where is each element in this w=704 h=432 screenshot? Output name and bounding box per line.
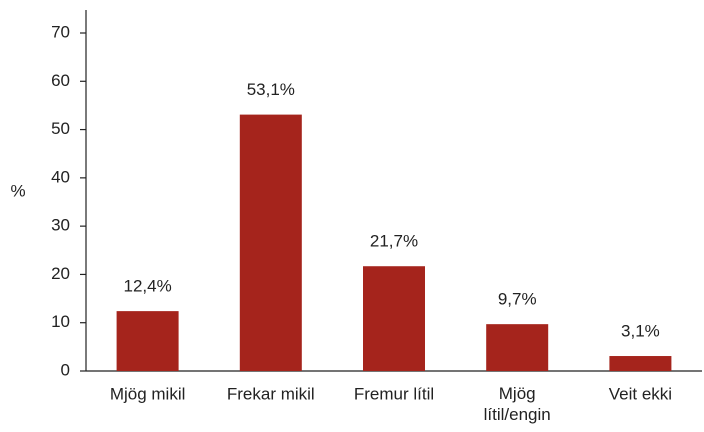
bar	[363, 266, 425, 371]
data-label: 53,1%	[247, 80, 295, 99]
x-tick-label-line: lítil/engin	[484, 405, 551, 424]
y-tick-label: 50	[51, 119, 70, 138]
data-label: 9,7%	[498, 290, 537, 309]
bar	[486, 324, 549, 371]
y-tick-label: 20	[51, 264, 70, 283]
bar	[239, 114, 302, 372]
y-tick-label: 70	[51, 22, 70, 41]
y-tick-label: 60	[51, 71, 70, 90]
data-label: 12,4%	[123, 277, 171, 296]
x-tick-label: Mjög lítil/engin	[484, 384, 551, 424]
x-tick-label: Veit ekki	[609, 384, 672, 403]
data-label: 21,7%	[370, 232, 418, 251]
y-tick-label: 40	[51, 167, 70, 186]
x-tick-label: Frekar mikil	[227, 384, 315, 403]
data-label: 3,1%	[621, 322, 660, 341]
y-axis-label: %	[10, 181, 25, 200]
y-tick-label: 30	[51, 216, 70, 235]
bar	[116, 311, 179, 371]
bar	[609, 356, 672, 371]
x-tick-label: Fremur lítil	[354, 384, 434, 403]
y-tick-label: 0	[61, 360, 70, 379]
y-tick-label: 10	[51, 312, 70, 331]
x-tick-label-line: Mjög	[499, 384, 536, 403]
x-tick-label: Mjög mikil	[110, 384, 186, 403]
